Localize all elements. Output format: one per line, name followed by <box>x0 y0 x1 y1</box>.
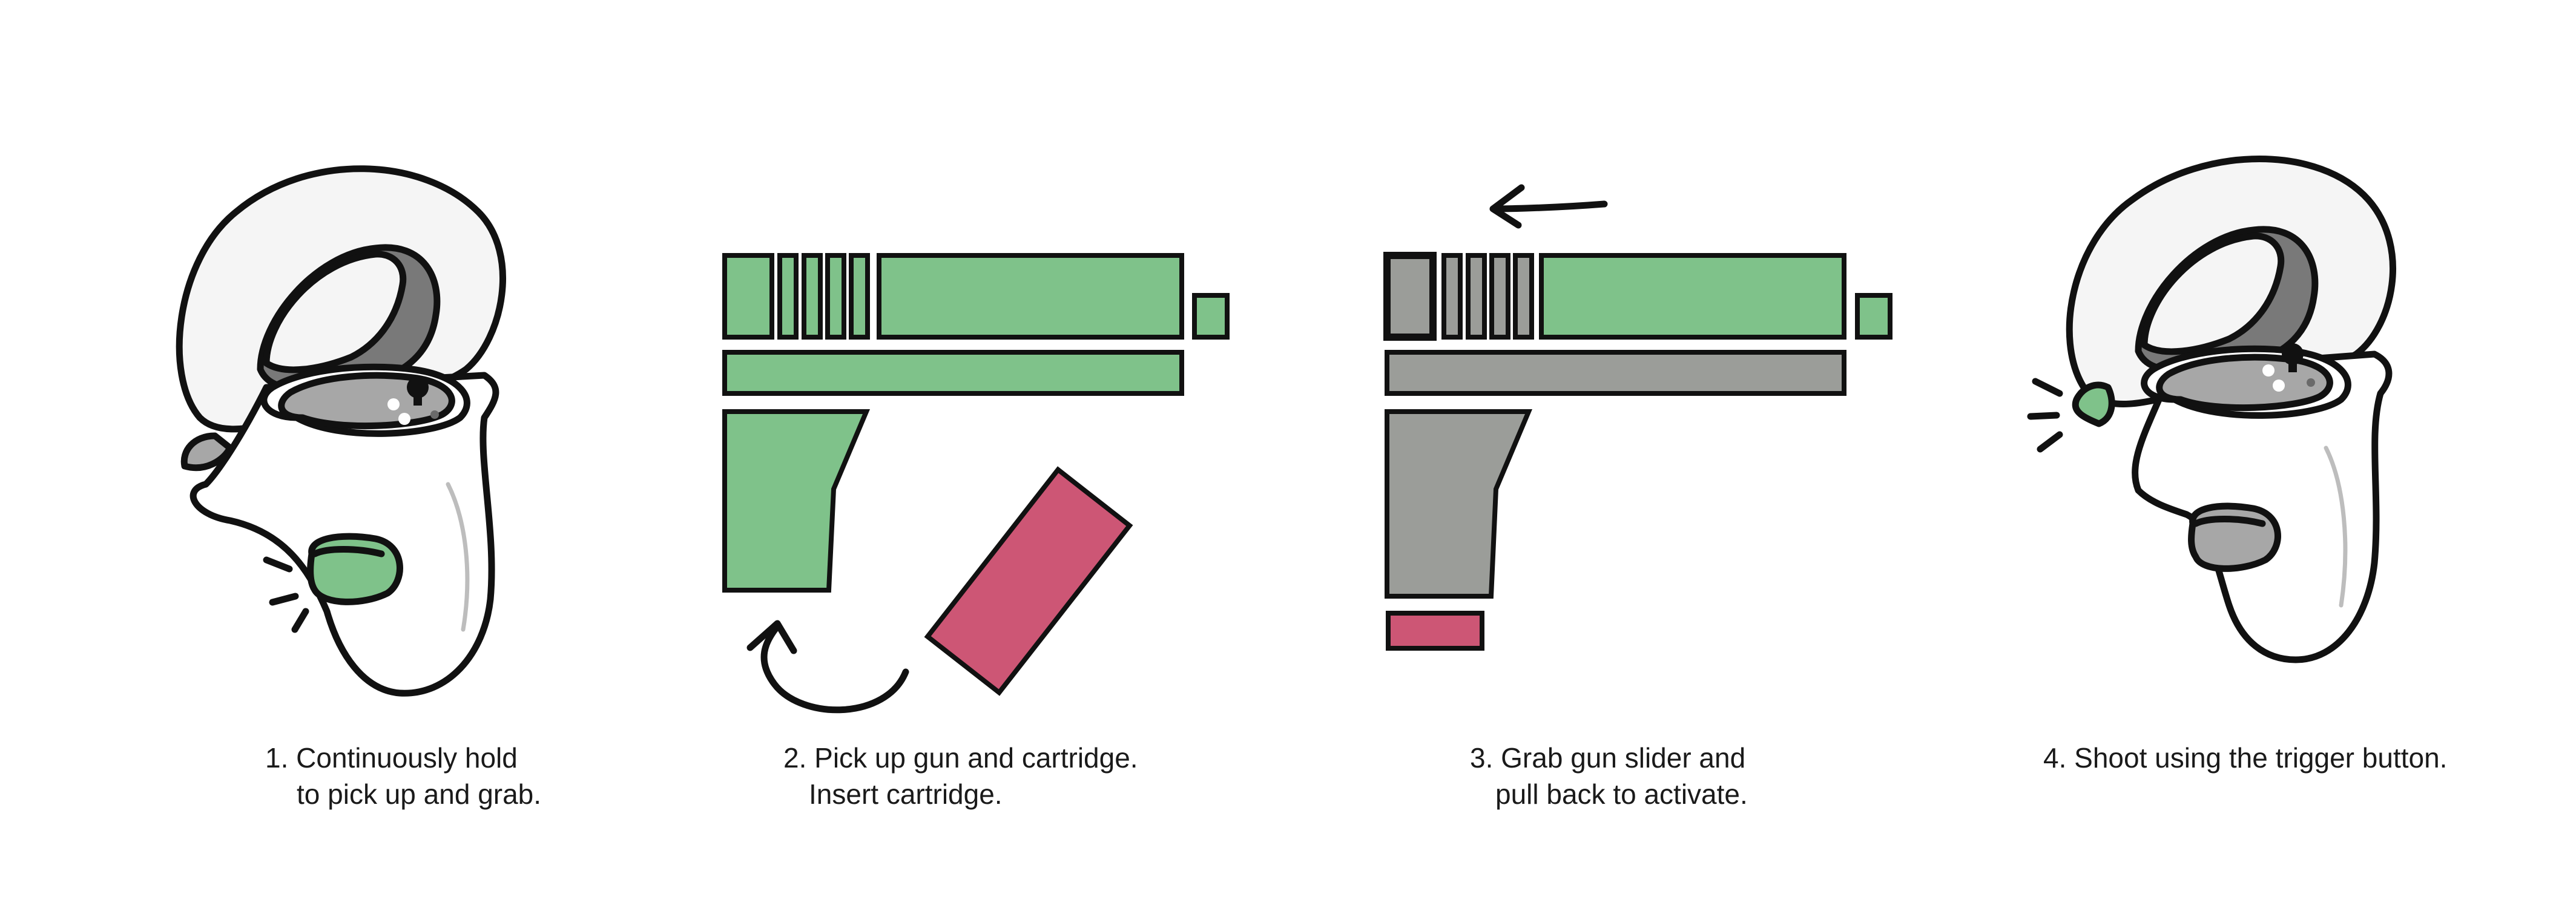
step-1-line-2: to pick up and grab. <box>297 778 542 810</box>
slider-rib <box>777 253 799 340</box>
step-4-panel: 4. Shoot using the trigger button. <box>1932 0 2576 914</box>
slider-rib <box>1441 253 1463 340</box>
step-1-panel: 1. Continuously hold to pick up and grab… <box>0 0 644 914</box>
step-2-line-1: 2. Pick up gun and cartridge. <box>783 742 1138 774</box>
cartridge <box>924 466 1133 696</box>
gun-grip <box>1385 409 1533 599</box>
gun-barrel <box>877 253 1184 340</box>
step-4-caption: 4. Shoot using the trigger button. <box>2043 740 2447 776</box>
gun-muzzle <box>1192 293 1230 340</box>
slider-rib <box>849 253 870 340</box>
press-indicator-marks <box>263 556 309 633</box>
slider-rib <box>1466 253 1487 340</box>
step-2-caption: 2. Pick up gun and cartridge. Insert car… <box>783 740 1138 812</box>
insert-arrow <box>746 620 909 714</box>
step-1-caption: 1. Continuously hold to pick up and grab… <box>265 740 541 812</box>
ring-inner-light <box>2141 232 2285 355</box>
step-4-line-1: 4. Shoot using the trigger button. <box>2043 742 2448 774</box>
step-3-line-2: pull back to activate. <box>1495 778 1748 810</box>
step-3-caption: 3. Grab gun slider and pull back to acti… <box>1470 740 1748 812</box>
pull-back-arrow <box>1489 184 1608 229</box>
inserted-cartridge <box>1386 611 1484 651</box>
side-bump <box>180 432 234 472</box>
controller-handle <box>2132 350 2393 663</box>
gun-grip <box>722 409 871 593</box>
slider-rib <box>825 253 846 340</box>
slider-rib <box>1489 253 1510 340</box>
grip-button <box>2188 502 2281 572</box>
slider-rib <box>802 253 823 340</box>
gun-frame <box>1385 350 1846 396</box>
slider-block <box>1383 252 1437 341</box>
step-1-line-1: 1. Continuously hold <box>265 742 518 774</box>
step-3-line-1: 3. Grab gun slider and <box>1470 742 1746 774</box>
grip-button <box>307 533 403 605</box>
controller-grip-illustration <box>176 165 506 697</box>
gun-frame <box>722 350 1184 396</box>
press-indicator-marks <box>2027 378 2063 453</box>
step-2-line-2: Insert cartridge. <box>809 778 1003 810</box>
slider-block <box>722 253 774 340</box>
gun-muzzle <box>1855 293 1892 340</box>
slider-rib <box>1513 253 1534 340</box>
gun-barrel <box>1539 253 1846 340</box>
thumbstick-face <box>2156 353 2333 412</box>
trigger-button <box>2072 381 2115 427</box>
ring-inner-light <box>263 251 407 373</box>
controller-trigger-illustration <box>2027 156 2396 663</box>
step-3-panel: 3. Grab gun slider and pull back to acti… <box>1288 0 1932 914</box>
gun-and-cartridge-illustration <box>722 253 1230 714</box>
step-2-panel: 2. Pick up gun and cartridge. Insert car… <box>644 0 1288 914</box>
gun-slider-illustration <box>1383 184 1892 651</box>
